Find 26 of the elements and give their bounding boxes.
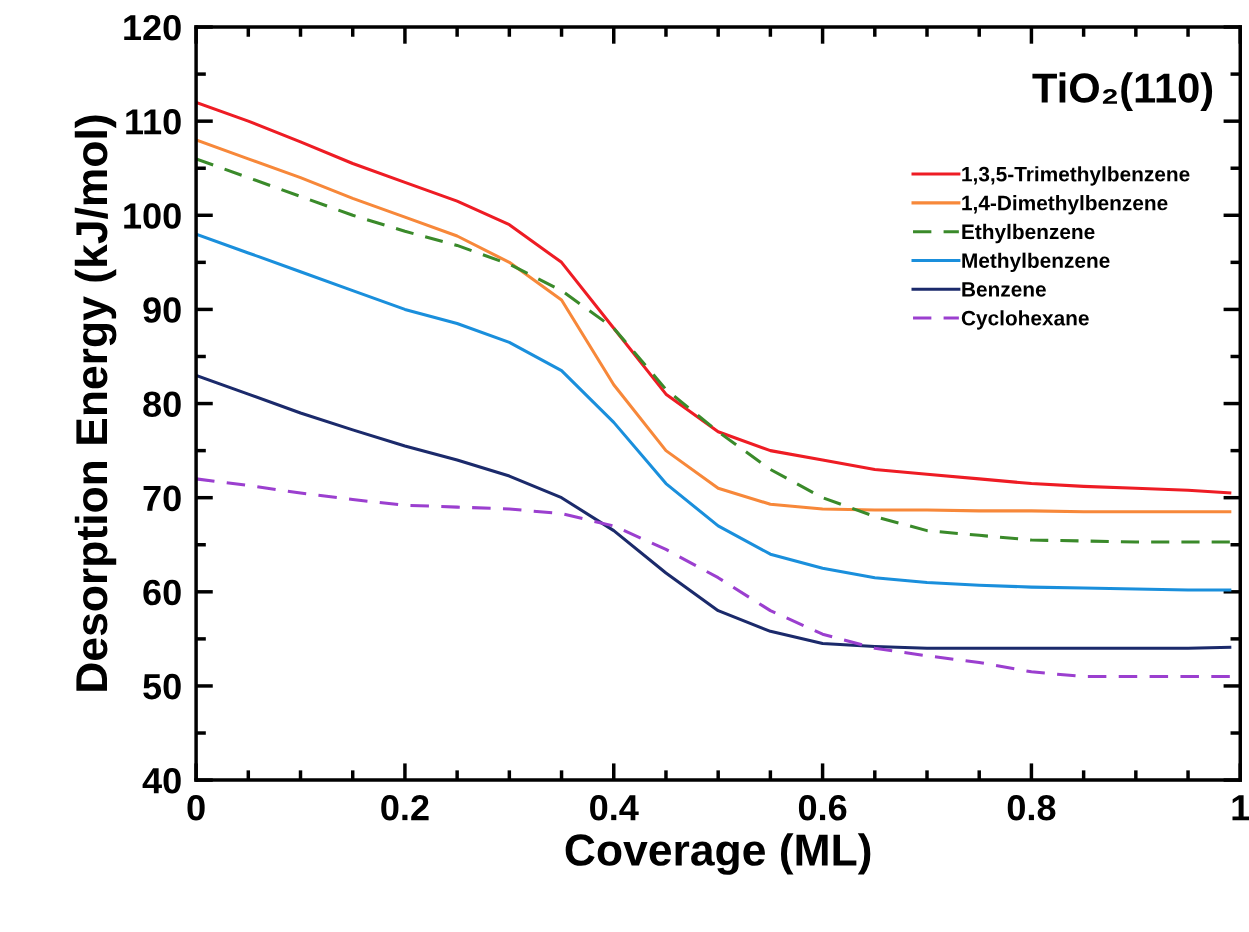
legend-label: Cyclohexane (961, 310, 1089, 330)
y-tick-label: 110 (126, 109, 181, 135)
y-tick-label: 120 (124, 14, 181, 41)
y-axis-title: Desorption Energy (kJ/mol) (74, 115, 117, 691)
x-axis-title: Coverage (ML) (565, 833, 871, 875)
legend-label: Methylbenzene (962, 252, 1110, 273)
y-tick-label: 40 (142, 767, 181, 794)
x-tick-label: 1 (1232, 795, 1249, 821)
y-tick-label: 70 (143, 485, 181, 512)
y-tick-label: 90 (143, 297, 181, 323)
x-tick-label: 0.8 (1007, 794, 1056, 821)
y-tick-label: 50 (143, 673, 181, 700)
x-tick-label: 0.2 (381, 794, 429, 821)
legend-label: Ethylbenzene (962, 223, 1095, 244)
x-tick-label: 0 (187, 794, 205, 821)
legend-label: Benzene (962, 282, 1046, 297)
line-series (196, 477, 1232, 679)
x-tick-label: 0.4 (590, 794, 639, 821)
y-tick-label: 80 (143, 391, 181, 417)
annotation: TiO₂(110) (1032, 72, 1213, 112)
legend-label: 1,4-Dimethylbenzene (962, 195, 1168, 215)
x-tick-label: 0.6 (798, 794, 847, 821)
y-tick-label: 60 (143, 579, 181, 606)
line-series (196, 373, 1232, 650)
legend-label: 1,3,5-Trimethylbenzene (962, 166, 1190, 186)
y-tick-label: 100 (124, 203, 181, 229)
